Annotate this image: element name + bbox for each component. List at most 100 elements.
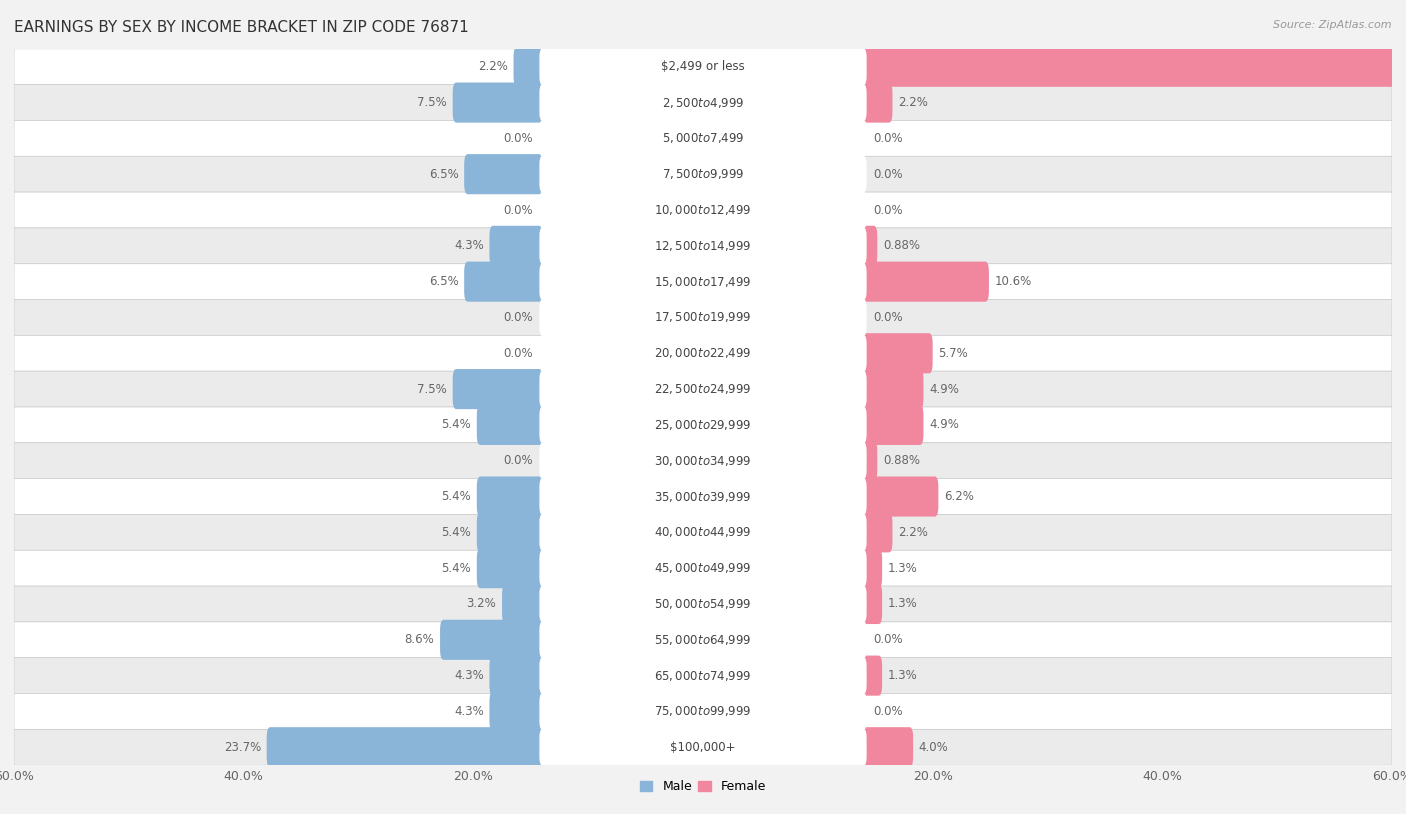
Text: 0.0%: 0.0% xyxy=(503,204,533,217)
Text: $75,000 to $99,999: $75,000 to $99,999 xyxy=(654,704,752,719)
Text: 6.5%: 6.5% xyxy=(429,275,458,288)
FancyBboxPatch shape xyxy=(540,371,866,407)
FancyBboxPatch shape xyxy=(14,443,1392,479)
Text: $10,000 to $12,499: $10,000 to $12,499 xyxy=(654,203,752,217)
FancyBboxPatch shape xyxy=(540,335,866,371)
FancyBboxPatch shape xyxy=(540,550,866,586)
FancyBboxPatch shape xyxy=(14,192,1392,228)
Legend: Male, Female: Male, Female xyxy=(636,775,770,799)
Text: $40,000 to $44,999: $40,000 to $44,999 xyxy=(654,525,752,540)
FancyBboxPatch shape xyxy=(540,514,866,550)
FancyBboxPatch shape xyxy=(14,120,1392,156)
Text: $20,000 to $22,499: $20,000 to $22,499 xyxy=(654,346,752,361)
FancyBboxPatch shape xyxy=(513,46,546,87)
FancyBboxPatch shape xyxy=(540,156,866,192)
FancyBboxPatch shape xyxy=(14,228,1392,264)
FancyBboxPatch shape xyxy=(860,369,924,409)
FancyBboxPatch shape xyxy=(540,49,866,85)
FancyBboxPatch shape xyxy=(14,335,1392,371)
FancyBboxPatch shape xyxy=(540,622,866,658)
FancyBboxPatch shape xyxy=(540,228,866,264)
Text: $7,500 to $9,999: $7,500 to $9,999 xyxy=(662,167,744,182)
FancyBboxPatch shape xyxy=(540,85,866,120)
FancyBboxPatch shape xyxy=(860,548,882,589)
Text: $50,000 to $54,999: $50,000 to $54,999 xyxy=(654,597,752,611)
FancyBboxPatch shape xyxy=(860,476,938,517)
Text: 0.0%: 0.0% xyxy=(873,168,903,181)
Text: 0.0%: 0.0% xyxy=(503,454,533,467)
FancyBboxPatch shape xyxy=(540,192,866,228)
FancyBboxPatch shape xyxy=(14,264,1392,300)
FancyBboxPatch shape xyxy=(440,619,546,660)
FancyBboxPatch shape xyxy=(860,46,1406,87)
Text: $17,500 to $19,999: $17,500 to $19,999 xyxy=(654,310,752,325)
FancyBboxPatch shape xyxy=(540,729,866,765)
Text: $35,000 to $39,999: $35,000 to $39,999 xyxy=(654,489,752,504)
Text: 1.3%: 1.3% xyxy=(887,597,918,610)
FancyBboxPatch shape xyxy=(477,512,546,553)
FancyBboxPatch shape xyxy=(540,586,866,622)
FancyBboxPatch shape xyxy=(14,586,1392,622)
FancyBboxPatch shape xyxy=(267,727,546,768)
Text: 0.0%: 0.0% xyxy=(503,347,533,360)
Text: $15,000 to $17,499: $15,000 to $17,499 xyxy=(654,274,752,289)
FancyBboxPatch shape xyxy=(453,82,546,123)
FancyBboxPatch shape xyxy=(540,120,866,156)
Text: 4.0%: 4.0% xyxy=(920,741,949,754)
FancyBboxPatch shape xyxy=(860,655,882,696)
Text: $55,000 to $64,999: $55,000 to $64,999 xyxy=(654,632,752,647)
FancyBboxPatch shape xyxy=(540,264,866,300)
Text: 1.3%: 1.3% xyxy=(887,562,918,575)
FancyBboxPatch shape xyxy=(489,691,546,732)
Text: 0.88%: 0.88% xyxy=(883,239,920,252)
FancyBboxPatch shape xyxy=(477,548,546,589)
FancyBboxPatch shape xyxy=(14,729,1392,765)
FancyBboxPatch shape xyxy=(14,622,1392,658)
FancyBboxPatch shape xyxy=(860,405,924,445)
Text: 4.3%: 4.3% xyxy=(454,669,484,682)
Text: $45,000 to $49,999: $45,000 to $49,999 xyxy=(654,561,752,575)
Text: $100,000+: $100,000+ xyxy=(671,741,735,754)
FancyBboxPatch shape xyxy=(14,694,1392,729)
FancyBboxPatch shape xyxy=(540,658,866,694)
Text: 6.5%: 6.5% xyxy=(429,168,458,181)
FancyBboxPatch shape xyxy=(502,584,546,624)
Text: 3.2%: 3.2% xyxy=(467,597,496,610)
Text: $5,000 to $7,499: $5,000 to $7,499 xyxy=(662,131,744,146)
FancyBboxPatch shape xyxy=(860,261,988,302)
Text: 5.4%: 5.4% xyxy=(441,490,471,503)
FancyBboxPatch shape xyxy=(477,405,546,445)
Text: $30,000 to $34,999: $30,000 to $34,999 xyxy=(654,453,752,468)
FancyBboxPatch shape xyxy=(14,156,1392,192)
Text: 2.2%: 2.2% xyxy=(478,60,508,73)
FancyBboxPatch shape xyxy=(860,727,912,768)
Text: 5.7%: 5.7% xyxy=(938,347,969,360)
Text: 0.88%: 0.88% xyxy=(883,454,920,467)
Text: 2.2%: 2.2% xyxy=(898,526,928,539)
Text: 0.0%: 0.0% xyxy=(503,132,533,145)
FancyBboxPatch shape xyxy=(14,85,1392,120)
FancyBboxPatch shape xyxy=(14,479,1392,514)
FancyBboxPatch shape xyxy=(14,514,1392,550)
Text: $22,500 to $24,999: $22,500 to $24,999 xyxy=(654,382,752,396)
Text: 7.5%: 7.5% xyxy=(418,96,447,109)
Text: 5.4%: 5.4% xyxy=(441,526,471,539)
Text: 0.0%: 0.0% xyxy=(873,705,903,718)
FancyBboxPatch shape xyxy=(489,225,546,266)
Text: 0.0%: 0.0% xyxy=(873,132,903,145)
FancyBboxPatch shape xyxy=(540,300,866,335)
FancyBboxPatch shape xyxy=(464,154,546,195)
FancyBboxPatch shape xyxy=(489,655,546,696)
Text: $2,500 to $4,999: $2,500 to $4,999 xyxy=(662,95,744,110)
Text: 10.6%: 10.6% xyxy=(994,275,1032,288)
FancyBboxPatch shape xyxy=(14,49,1392,85)
FancyBboxPatch shape xyxy=(860,82,893,123)
Text: 0.0%: 0.0% xyxy=(873,633,903,646)
Text: 2.2%: 2.2% xyxy=(898,96,928,109)
FancyBboxPatch shape xyxy=(860,225,877,266)
FancyBboxPatch shape xyxy=(453,369,546,409)
FancyBboxPatch shape xyxy=(14,550,1392,586)
FancyBboxPatch shape xyxy=(477,476,546,517)
Text: 4.3%: 4.3% xyxy=(454,705,484,718)
Text: 5.4%: 5.4% xyxy=(441,562,471,575)
